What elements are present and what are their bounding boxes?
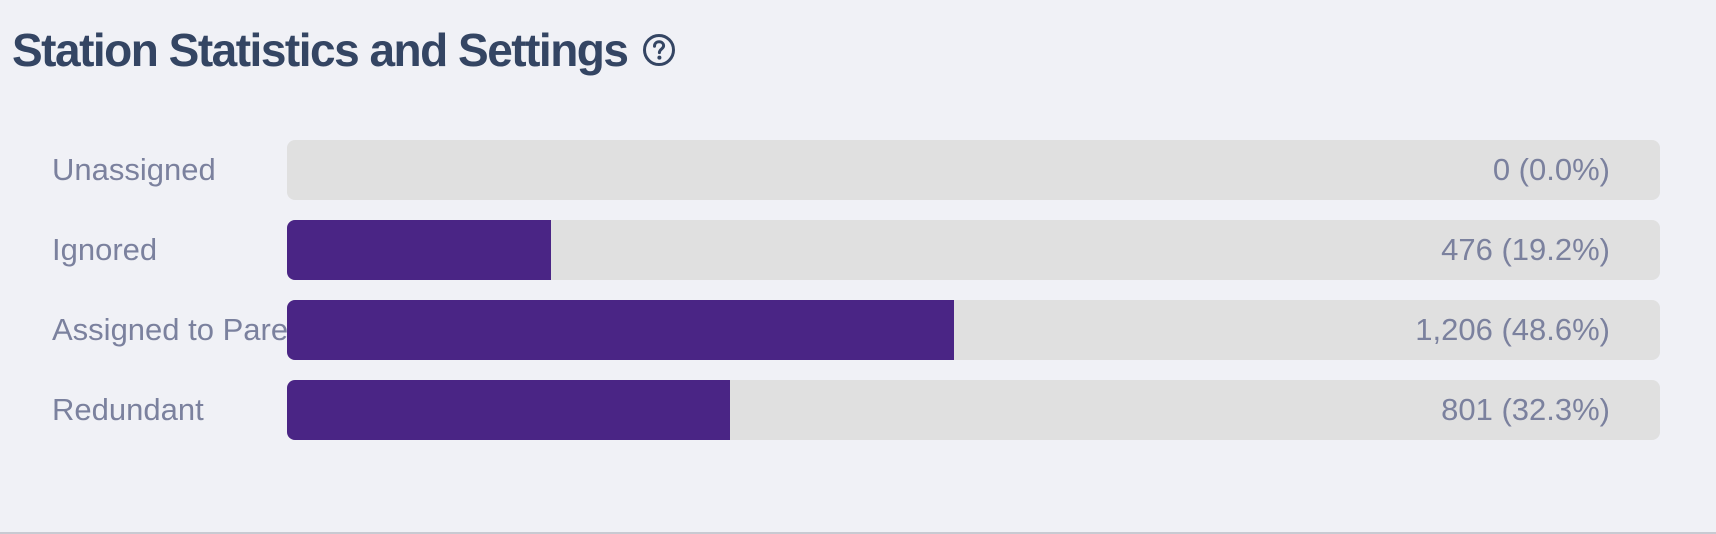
stat-bar-unassigned[interactable]: 0 (0.0%) — [287, 140, 1660, 200]
page-title: Station Statistics and Settings — [12, 24, 629, 76]
stat-label: Redundant — [52, 392, 204, 427]
stat-label: Ignored — [52, 232, 158, 267]
stat-bar-fill — [287, 380, 731, 440]
stat-value: 476 (19.2%) — [1441, 232, 1610, 267]
stat-bar-fill — [287, 300, 955, 360]
stat-bar-assigned-to-parent[interactable]: 1,206 (48.6%) — [287, 300, 1660, 360]
section-divider — [0, 532, 1716, 534]
stat-bar-redundant[interactable]: 801 (32.3%) — [287, 380, 1660, 440]
stat-value: 1,206 (48.6%) — [1415, 312, 1610, 347]
stat-row-ignored: Ignored 476 (19.2%) — [0, 220, 1716, 280]
stat-row-unassigned: Unassigned 0 (0.0%) — [0, 140, 1716, 200]
stat-label: Assigned to Parent — [52, 312, 288, 347]
stat-label: Unassigned — [52, 152, 216, 187]
stat-value: 0 (0.0%) — [1492, 152, 1610, 187]
help-icon[interactable] — [642, 33, 676, 67]
stat-row-assigned-to-parent: Assigned to Parent 1,206 (48.6%) — [0, 300, 1716, 360]
stat-bar-ignored[interactable]: 476 (19.2%) — [287, 220, 1660, 280]
stat-bar-fill — [287, 220, 551, 280]
stat-value: 801 (32.3%) — [1441, 392, 1610, 427]
stat-row-redundant: Redundant 801 (32.3%) — [0, 380, 1716, 440]
section-header: Station Statistics and Settings — [12, 18, 676, 82]
